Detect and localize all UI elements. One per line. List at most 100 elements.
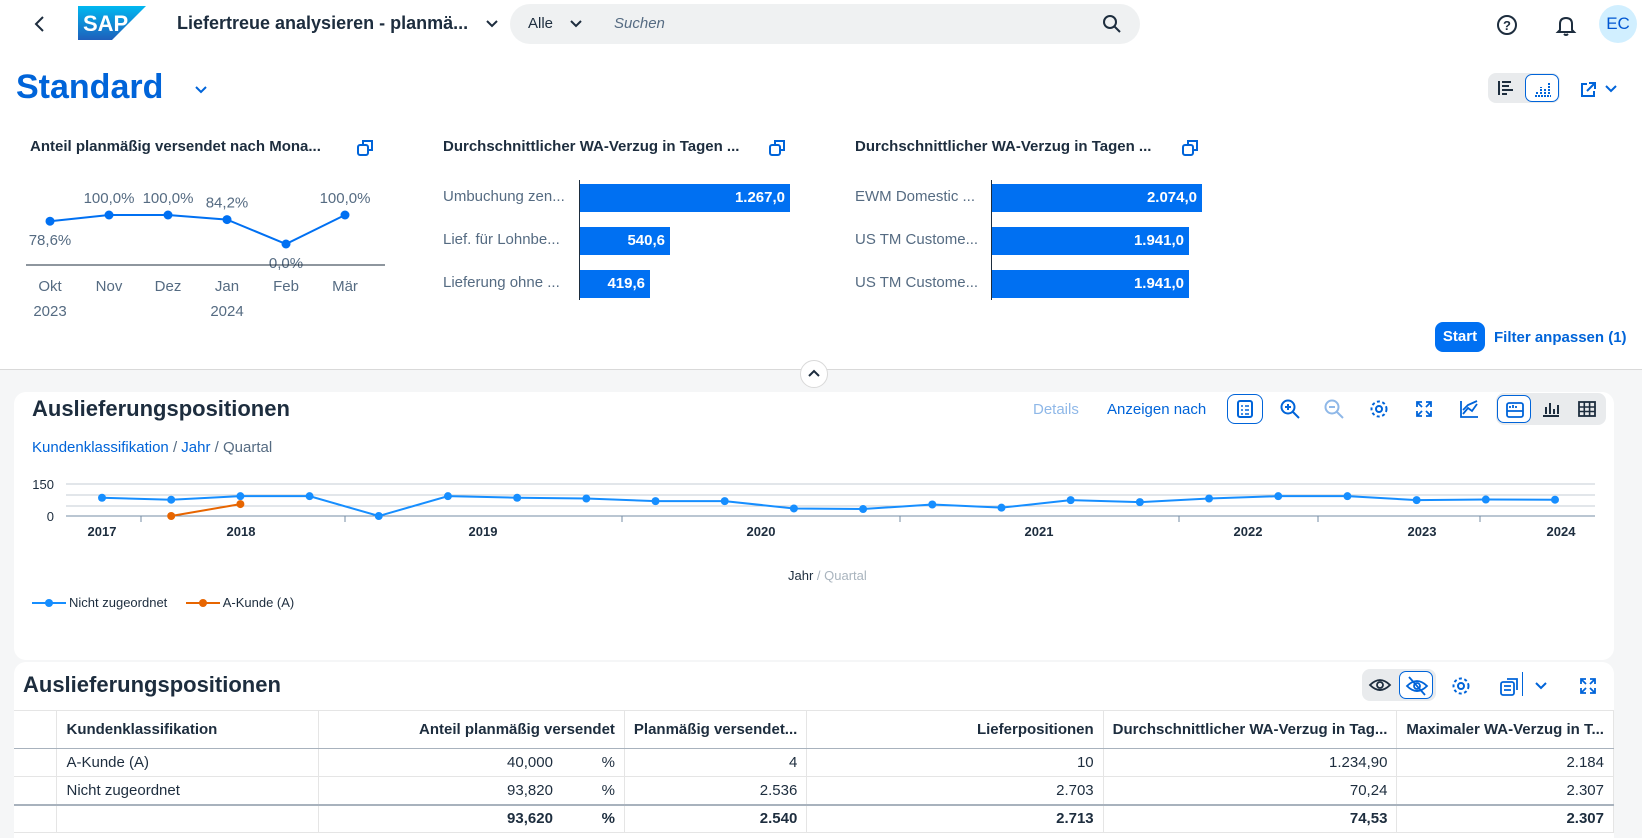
breadcrumb-jahr[interactable]: Jahr <box>181 439 211 456</box>
legend-item[interactable]: Nicht zugeordnet <box>32 595 167 610</box>
legend-item[interactable]: A-Kunde (A) <box>185 595 294 610</box>
data-point[interactable] <box>1343 492 1352 501</box>
data-point[interactable] <box>789 504 798 513</box>
bar[interactable] <box>992 270 1189 298</box>
app-title[interactable]: Liefertreue analysieren - planmä... <box>177 13 469 33</box>
data-point[interactable] <box>720 497 729 506</box>
data-point[interactable] <box>1551 495 1559 504</box>
chart-table-view-button[interactable] <box>1497 395 1531 423</box>
chevron-down-icon[interactable] <box>1604 82 1618 96</box>
data-point[interactable] <box>1205 494 1214 503</box>
export-icon[interactable] <box>1498 675 1520 697</box>
category-label: Lief. für Lohnbe... <box>443 231 560 248</box>
data-point[interactable] <box>1412 496 1421 505</box>
data-point[interactable] <box>1066 496 1075 505</box>
data-point[interactable] <box>104 210 114 220</box>
fullscreen-icon[interactable] <box>1577 675 1599 697</box>
sap-logo[interactable]: SAP <box>78 6 146 40</box>
data-point[interactable] <box>163 210 173 220</box>
back-icon[interactable] <box>28 12 52 36</box>
data-point[interactable] <box>340 210 350 220</box>
row-selector[interactable] <box>14 776 58 805</box>
data-point[interactable] <box>374 512 383 520</box>
fullscreen-icon[interactable] <box>1413 398 1435 420</box>
column-header[interactable]: Kundenklassifikation <box>56 710 319 749</box>
data-point[interactable] <box>928 500 937 509</box>
data-point[interactable] <box>651 497 660 506</box>
collapse-header-button[interactable] <box>800 360 828 388</box>
column-header[interactable]: Anteil planmäßig versendet <box>318 710 625 749</box>
copy-icon[interactable] <box>355 138 375 158</box>
data-point[interactable] <box>1481 495 1490 504</box>
avatar[interactable]: EC <box>1599 5 1637 43</box>
data-point[interactable] <box>513 493 522 502</box>
hide-icon[interactable] <box>1399 671 1433 699</box>
search-scope[interactable]: Alle <box>528 15 554 32</box>
data-point[interactable] <box>1135 498 1144 507</box>
bar[interactable] <box>580 270 650 298</box>
settings-icon[interactable] <box>1368 398 1390 420</box>
chart-type-icon[interactable] <box>1458 398 1480 420</box>
zoom-out-icon[interactable] <box>1323 398 1345 420</box>
adapt-filters-button[interactable]: Filter anpassen (1) <box>1494 329 1627 346</box>
column-header[interactable]: Maximaler WA-Verzug in T... <box>1396 710 1614 749</box>
data-point[interactable] <box>281 239 291 249</box>
start-button[interactable]: Start <box>1435 322 1485 352</box>
cell: 2.307 <box>1396 776 1614 805</box>
cell-unit: % <box>601 810 615 828</box>
chart-view-button[interactable] <box>1534 395 1568 423</box>
data-point[interactable] <box>98 493 106 502</box>
data-point[interactable] <box>167 512 176 520</box>
search-input[interactable] <box>614 10 1074 36</box>
data-point[interactable] <box>582 494 591 503</box>
month-line-chart[interactable]: 78,6% 100,0% 100,0% 84,2% 0,0% 100,0% Okt Nov De… <box>20 180 390 330</box>
quarterly-line-chart[interactable]: 150 0 2017 2018 2019 2020 2021 2022 2023 2024 <box>20 470 1610 540</box>
chevron-down-icon[interactable] <box>1534 679 1548 693</box>
compact-filter-button[interactable] <box>1489 74 1523 102</box>
data-point[interactable] <box>859 505 868 514</box>
table-view-button[interactable] <box>1570 395 1604 423</box>
data-point[interactable] <box>1274 492 1283 501</box>
visual-filter-button[interactable] <box>1525 74 1559 102</box>
card-title: Durchschnittlicher WA-Verzug in Tagen ..… <box>855 138 1152 155</box>
data-point[interactable] <box>305 492 314 501</box>
search-icon[interactable] <box>1102 14 1122 34</box>
bar[interactable] <box>992 227 1189 255</box>
share-icon[interactable] <box>1578 80 1598 100</box>
chevron-down-icon[interactable] <box>484 16 500 32</box>
column-header[interactable]: Lieferpositionen <box>806 710 1104 749</box>
zoom-in-icon[interactable] <box>1279 398 1301 420</box>
help-icon[interactable]: ? <box>1496 14 1518 36</box>
data-point[interactable] <box>443 492 452 501</box>
bar[interactable] <box>580 227 670 255</box>
settings-icon[interactable] <box>1450 675 1472 697</box>
data-point[interactable] <box>167 495 176 504</box>
row-selector[interactable] <box>14 748 58 777</box>
bar[interactable] <box>580 184 790 212</box>
details-button[interactable]: Details <box>1033 401 1079 418</box>
legend-toggle-button[interactable] <box>1227 394 1263 424</box>
selection-column[interactable] <box>14 710 58 749</box>
bar-chart-1[interactable]: Umbuchung zen... 1.267,0 Lief. für Lohnbe.… <box>443 180 803 300</box>
table-row[interactable]: Nicht zugeordnet 93,820% 2.536 2.703 70,… <box>14 776 1614 805</box>
show-icon[interactable] <box>1363 671 1397 699</box>
column-header[interactable]: Planmäßig versendet... <box>624 710 808 749</box>
copy-icon[interactable] <box>1180 138 1200 158</box>
data-point[interactable] <box>997 503 1006 512</box>
bar[interactable] <box>992 184 1202 212</box>
data-point[interactable] <box>45 216 55 226</box>
variant-title[interactable]: Standard <box>16 68 164 106</box>
data-point[interactable] <box>236 500 245 509</box>
tick-label: Jan <box>215 278 239 295</box>
show-by-button[interactable]: Anzeigen nach <box>1107 401 1207 418</box>
data-point[interactable] <box>222 215 232 225</box>
copy-icon[interactable] <box>767 138 787 158</box>
column-header[interactable]: Durchschnittlicher WA-Verzug in Tag... <box>1103 710 1398 749</box>
bar-chart-2[interactable]: EWM Domestic ... 2.074,0 US TM Custome... 1… <box>855 180 1215 300</box>
breadcrumb-kundenklassifikation[interactable]: Kundenklassifikation <box>32 439 169 456</box>
data-point[interactable] <box>236 492 245 501</box>
chevron-down-icon[interactable] <box>568 16 584 32</box>
bell-icon[interactable] <box>1555 14 1577 36</box>
chevron-down-icon[interactable] <box>193 82 209 98</box>
table-row[interactable]: A-Kunde (A) 40,000% 4 10 1.234,90 2.184 <box>14 748 1614 777</box>
